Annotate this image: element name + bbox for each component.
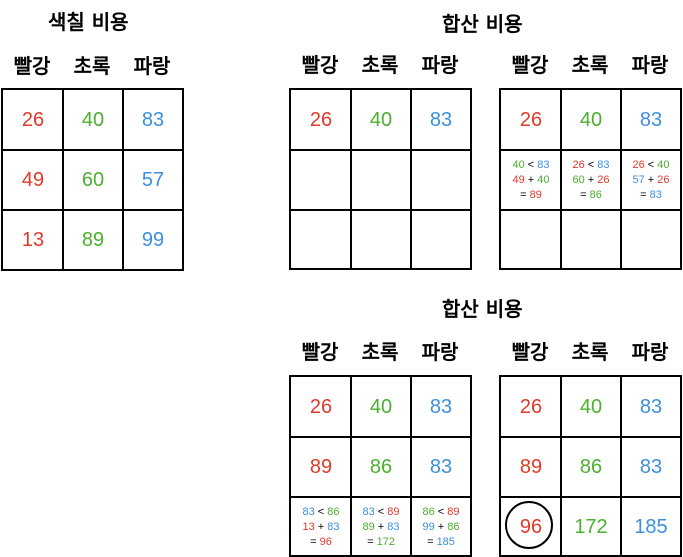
sum-cell: 40 xyxy=(579,395,603,418)
header-red: 빨강 xyxy=(511,340,549,364)
header-red: 빨강 xyxy=(13,54,51,78)
calc-cell: 26 < 40 57 + 26 = 83 xyxy=(632,158,670,201)
header-green: 초록 xyxy=(571,53,609,77)
cumulative-grid-final: 26 40 83 89 86 83 96 172 185 xyxy=(499,375,682,557)
cumulative-grid-step3: 26 40 83 89 86 83 83 < 86 13 + 83 = 96 8… xyxy=(289,375,472,557)
header-blue: 파랑 xyxy=(631,340,669,364)
header-red: 빨강 xyxy=(511,53,549,77)
cost-cell: 60 xyxy=(81,168,105,191)
header-blue: 파랑 xyxy=(631,53,669,77)
header-blue: 파랑 xyxy=(421,53,459,77)
sum-cell: 40 xyxy=(369,108,393,131)
cost-cell: 57 xyxy=(141,168,165,191)
cumulative-grid-step2: 26 40 83 40 < 83 49 + 40 = 89 26 < 83 60… xyxy=(499,88,682,270)
header-blue: 파랑 xyxy=(421,340,459,364)
sum-cell: 83 xyxy=(639,108,663,131)
sum-cell: 83 xyxy=(639,395,663,418)
header-green: 초록 xyxy=(571,340,609,364)
sum-cell: 89 xyxy=(309,455,333,478)
sum-cell: 26 xyxy=(309,108,333,131)
calc-cell: 86 < 89 99 + 86 = 185 xyxy=(422,505,460,548)
cost-cell: 40 xyxy=(81,108,105,131)
sum-cell: 89 xyxy=(519,455,543,478)
header-red: 빨강 xyxy=(301,53,339,77)
paint-cost-title: 색칠 비용 xyxy=(48,10,129,34)
header-green: 초록 xyxy=(361,53,399,77)
sum-cell: 26 xyxy=(519,108,543,131)
cost-cell: 89 xyxy=(81,228,105,251)
cost-cell: 26 xyxy=(21,108,45,131)
sum-cell: 40 xyxy=(579,108,603,131)
calc-cell: 40 < 83 49 + 40 = 89 xyxy=(512,158,550,201)
sum-cell: 83 xyxy=(639,455,663,478)
sum-cell: 172 xyxy=(574,515,608,538)
min-cost-circle xyxy=(505,501,553,549)
cumulative-grid-step1: 26 40 83 xyxy=(289,88,472,270)
sum-cell: 86 xyxy=(579,455,603,478)
sum-cell: 26 xyxy=(519,395,543,418)
cumulative-cost-title-bottom: 합산 비용 xyxy=(442,297,523,321)
paint-cost-grid: 26 40 83 49 60 57 13 89 99 xyxy=(1,88,184,271)
cost-cell: 13 xyxy=(21,228,45,251)
calc-cell: 83 < 89 89 + 83 = 172 xyxy=(362,505,400,548)
sum-cell: 83 xyxy=(429,108,453,131)
cost-cell: 83 xyxy=(141,108,165,131)
sum-cell: 86 xyxy=(369,455,393,478)
sum-cell: 26 xyxy=(309,395,333,418)
calc-cell: 83 < 86 13 + 83 = 96 xyxy=(302,505,340,548)
sum-cell: 185 xyxy=(634,515,668,538)
header-green: 초록 xyxy=(361,340,399,364)
header-red: 빨강 xyxy=(301,340,339,364)
cumulative-cost-title-top: 합산 비용 xyxy=(442,12,523,36)
calc-cell: 26 < 83 60 + 26 = 86 xyxy=(572,158,610,201)
sum-cell: 40 xyxy=(369,395,393,418)
sum-cell: 83 xyxy=(429,395,453,418)
cost-cell: 99 xyxy=(141,228,165,251)
header-green: 초록 xyxy=(73,54,111,78)
sum-cell: 83 xyxy=(429,455,453,478)
cost-cell: 49 xyxy=(21,168,45,191)
header-blue: 파랑 xyxy=(133,54,171,78)
